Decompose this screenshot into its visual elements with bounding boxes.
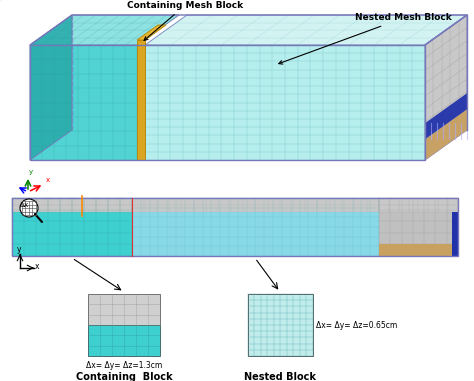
Bar [379, 212, 458, 256]
Polygon shape [425, 93, 467, 139]
Text: Δx= Δy= Δz=1.3cm: Δx= Δy= Δz=1.3cm [86, 361, 162, 370]
Bar [452, 212, 458, 256]
Polygon shape [145, 15, 467, 45]
Text: y: y [17, 245, 21, 254]
Circle shape [20, 199, 38, 217]
Text: Nested Block: Nested Block [244, 372, 316, 381]
Text: Containing Mesh Block: Containing Mesh Block [127, 1, 243, 40]
Bar [12, 198, 458, 212]
Polygon shape [425, 109, 467, 160]
Polygon shape [30, 45, 137, 160]
Bar [88, 294, 160, 325]
Text: Containing  Block: Containing Block [76, 372, 173, 381]
Polygon shape [30, 15, 72, 160]
Polygon shape [137, 25, 166, 40]
Text: y: y [29, 169, 33, 175]
Polygon shape [425, 15, 467, 160]
Polygon shape [145, 45, 425, 160]
Text: x: x [46, 177, 50, 183]
Text: x: x [35, 262, 39, 271]
Polygon shape [30, 15, 179, 45]
Bar [132, 212, 379, 256]
Bar [12, 212, 132, 256]
Polygon shape [137, 40, 145, 160]
Text: Δx= Δy= Δz=0.65cm: Δx= Δy= Δz=0.65cm [316, 320, 397, 330]
Text: $\Delta$x: $\Delta$x [19, 200, 30, 209]
Bar [12, 198, 458, 256]
Bar [248, 294, 313, 356]
Bar [88, 325, 160, 356]
Bar [379, 244, 458, 256]
Text: Nested Mesh Block: Nested Mesh Block [279, 13, 452, 64]
